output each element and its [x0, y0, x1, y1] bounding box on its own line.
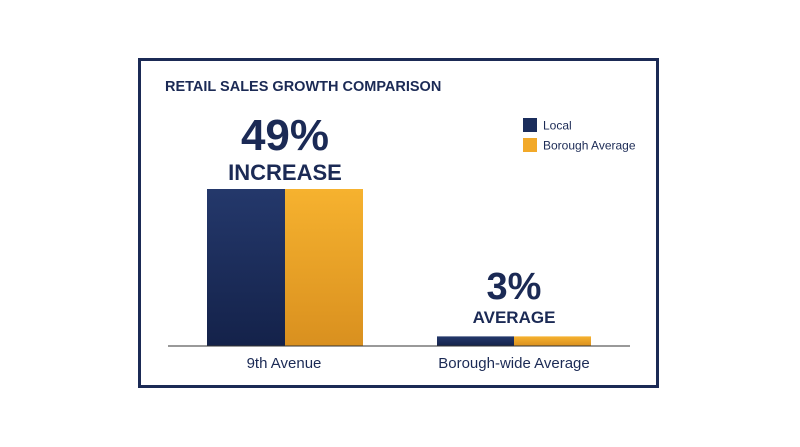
annotation-value-9th-avenue: 49% [241, 111, 329, 160]
annotation-label-9th-avenue: INCREASE [228, 160, 342, 185]
annotation-value-borough-wide-average: 3% [487, 266, 542, 308]
bar-borough-average-borough-wide-average [514, 336, 591, 346]
bar-local-9th-avenue [207, 189, 285, 346]
bars-group [207, 189, 591, 346]
bar-local-borough-wide-average [437, 336, 514, 346]
legend-swatch-borough-average [523, 138, 537, 152]
chart-title: RETAIL SALES GROWTH COMPARISON [165, 79, 441, 95]
legend-label-borough-average: Borough Average [543, 139, 636, 153]
category-label-9th-avenue: 9th Avenue [247, 355, 322, 372]
legend: Local Borough Average [523, 118, 636, 153]
annotation-label-borough-wide-average: AVERAGE [473, 308, 556, 327]
bar-borough-average-9th-avenue [285, 189, 363, 346]
legend-swatch-local [523, 118, 537, 132]
category-label-borough-wide-average: Borough-wide Average [438, 355, 590, 372]
legend-label-local: Local [543, 119, 572, 133]
